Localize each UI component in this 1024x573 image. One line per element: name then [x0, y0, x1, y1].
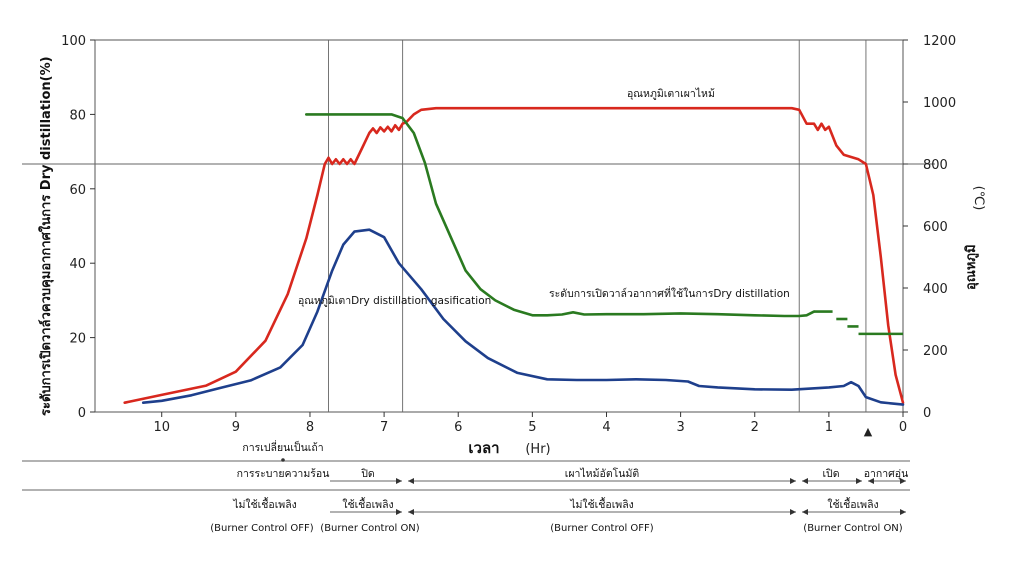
- arrowhead: [790, 509, 796, 515]
- y-left-tick-label: 100: [61, 34, 86, 49]
- y-left-tick-label: 80: [69, 108, 86, 123]
- series-line-1: [123, 106, 905, 405]
- x-tick-label: 0: [899, 420, 907, 435]
- y-left-tick-label: 0: [78, 406, 86, 421]
- fuel-on-2: ใช้เชื้อเพลิง: [827, 497, 878, 511]
- arrowhead: [396, 509, 402, 515]
- plot-frame: [94, 39, 904, 413]
- arrowhead: [408, 509, 414, 515]
- x-axis-label: เวลา: [468, 439, 499, 457]
- fuel-off-2: ไม่ใช้เชื้อเพลิง: [569, 497, 634, 511]
- green-series-label: ระดับการเปิดวาล์วอากาศที่ใช้ในการDry dis…: [549, 286, 790, 300]
- arrowhead: [900, 478, 906, 484]
- x-tick-label: 4: [602, 420, 610, 435]
- arrowhead: [802, 509, 808, 515]
- fuel-on-1-sub: (Burner Control ON): [320, 523, 419, 534]
- arrowhead: [868, 478, 874, 484]
- x-tick-label: 1: [825, 420, 833, 435]
- x-tick-label: 7: [380, 420, 388, 435]
- fuel-on-1: ใช้เชื้อเพลิง: [342, 497, 393, 511]
- phase-auto-burn: เผาไหม้อัตโนมัติ: [565, 467, 640, 480]
- arrowhead: [900, 509, 906, 515]
- arrowhead: [408, 478, 414, 484]
- y-right-axis-unit: (℃): [971, 186, 986, 211]
- blue-series-label: อุณหภูมิเตาDry distillation gasification: [298, 295, 491, 307]
- y-right-tick-label: 0: [923, 406, 931, 421]
- y-right-tick-label: 400: [923, 282, 948, 297]
- y-left-tick-label: 20: [69, 332, 86, 347]
- series-layer: [123, 106, 905, 406]
- y-right-tick-label: 800: [923, 158, 948, 173]
- phase-dot: [281, 458, 285, 462]
- x-tick-label: 8: [306, 420, 314, 435]
- phase-ash: การเปลี่ยนเป็นเถ้า: [242, 440, 323, 454]
- y-right-tick-label: 200: [923, 344, 948, 359]
- y-left-axis-label: ระดับการเปิดวาล์วควบคุมอากาศในการ Dry di…: [37, 56, 54, 416]
- y-right-tick-label: 1200: [923, 34, 956, 49]
- fuel-off-1-sub: (Burner Control OFF): [210, 523, 314, 534]
- fuel-on-2-sub: (Burner Control ON): [803, 523, 902, 534]
- series-line-3: [141, 228, 905, 406]
- series-line-2: [304, 113, 816, 318]
- y-right-tick-label: 1000: [923, 96, 956, 111]
- x-axis-unit: (Hr): [525, 442, 550, 457]
- ticks-layer: 10 9 8 7 6 5 4 3 2 1 00204060801000200400600800100…: [61, 34, 956, 435]
- x-tick-label: 5: [528, 420, 536, 435]
- reference-lines: [22, 40, 935, 412]
- time-marker: ▲: [864, 425, 873, 438]
- y-left-tick-label: 60: [69, 183, 86, 198]
- y-right-tick-label: 600: [923, 220, 948, 235]
- red-series-label: อุณหภูมิเตาเผาไหม้: [627, 87, 715, 100]
- arrowhead: [856, 478, 862, 484]
- arrowhead: [802, 478, 808, 484]
- phase-arrowheads: [281, 458, 906, 515]
- arrowhead: [790, 478, 796, 484]
- y-right-axis-label: อุณหภูมิ: [964, 244, 979, 290]
- x-tick-label: 6: [454, 420, 462, 435]
- fuel-off-2-sub: (Burner Control OFF): [550, 523, 654, 534]
- phase-closed: ปิด: [361, 468, 375, 480]
- x-tick-label: 2: [751, 420, 759, 435]
- x-tick-label: 3: [676, 420, 684, 435]
- fuel-off-1: ไม่ใช้เชื้อเพลิง: [232, 497, 297, 511]
- phase-warm-air: อากาศอุ่น: [864, 468, 909, 480]
- x-tick-label: 9: [232, 420, 240, 435]
- y-left-tick-label: 40: [69, 257, 86, 272]
- phase-open: เปิด: [822, 468, 839, 480]
- x-tick-label: 10: [153, 420, 170, 435]
- phase-cooling: การระบายความร้อน: [237, 468, 330, 480]
- phase-table: [22, 460, 910, 513]
- arrowhead: [396, 478, 402, 484]
